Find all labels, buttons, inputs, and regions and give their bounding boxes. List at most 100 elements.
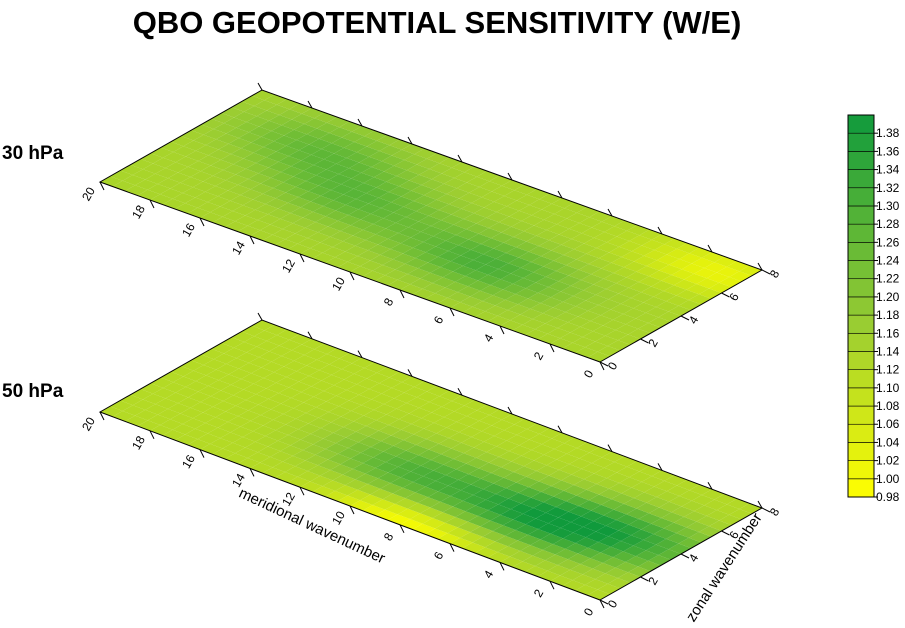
surface-cell (296, 134, 320, 145)
surface-cell (547, 565, 571, 576)
surface-cell (153, 157, 176, 168)
surface-cell (397, 508, 421, 520)
surface-cell (382, 259, 406, 270)
surface-cell (588, 305, 611, 316)
zonal-tick (761, 269, 771, 275)
surface-cell (572, 337, 596, 348)
surface-cell (507, 304, 531, 315)
surface-cell (278, 202, 301, 213)
surface-cell (498, 216, 522, 227)
zonal-tick (721, 292, 730, 298)
surface-cell (323, 432, 346, 444)
surface-cell (534, 219, 557, 230)
surface-cell (545, 317, 568, 328)
colorbar-tick-label: 1.28 (876, 217, 900, 231)
surface-cell (551, 480, 574, 491)
surface-cell (282, 455, 306, 467)
surface-cell (686, 521, 709, 533)
surface-cell (656, 301, 679, 312)
surface-cell (373, 218, 396, 229)
surface-cell (238, 362, 262, 374)
surface-cell (588, 542, 611, 553)
surface-cell (190, 171, 214, 182)
surface-cell (160, 419, 183, 430)
surface-cell (407, 268, 431, 279)
surface-cell (550, 527, 574, 539)
colorbar-tick-label: 1.16 (876, 326, 900, 340)
surface-cell (280, 213, 303, 224)
surface-cell (232, 205, 256, 216)
back-tick (507, 406, 513, 415)
surface-cell (435, 475, 459, 486)
surface-cell (363, 457, 386, 468)
surface-cell (288, 429, 311, 440)
surface-cell (586, 484, 609, 495)
surface-cell (309, 370, 332, 381)
surface-cell (603, 509, 627, 521)
colorbar-tick-label: 1.38 (876, 126, 900, 140)
colorbar-swatch (847, 478, 875, 498)
surface-cell (398, 227, 421, 238)
surface-cell (445, 469, 469, 480)
surface-cell (408, 455, 431, 466)
surface-cell (222, 442, 246, 454)
surface-cell (626, 271, 649, 282)
surface-cell (696, 515, 720, 527)
surface-cell (585, 341, 608, 352)
surface-cell (558, 511, 581, 523)
surface-cell (457, 286, 481, 297)
surface-cell (450, 255, 474, 266)
surface-cell (572, 574, 596, 585)
surface-cell (480, 520, 503, 532)
surface-cell (343, 188, 367, 199)
zonal-tick (599, 361, 609, 367)
surface-cell (350, 452, 374, 464)
surface-cell (621, 487, 645, 499)
surface-cell (348, 442, 371, 453)
surface-cell (430, 501, 453, 513)
surface-cell (233, 158, 256, 169)
zonal-tick (680, 315, 690, 321)
surface-cell (190, 402, 214, 413)
surface-cell (491, 232, 514, 243)
surface-cell (315, 449, 339, 460)
surface-cell (584, 237, 607, 248)
surface-cell (681, 263, 705, 274)
panel-label-30hpa: 30 hPa (2, 143, 64, 164)
surface-cell (167, 403, 191, 414)
meridional-tick-label: 4 (481, 331, 497, 344)
surface-cell (605, 330, 628, 341)
surface-cell (591, 268, 614, 279)
surface-cell (269, 345, 292, 357)
surface-cell (391, 382, 415, 393)
surface-cell (200, 396, 224, 407)
surface-cell (210, 159, 234, 170)
surface-cell (267, 440, 291, 452)
surface-cell (523, 272, 546, 283)
surface-cell (341, 178, 364, 189)
surface-cell (384, 398, 407, 409)
surface-cell (669, 496, 692, 507)
surface-cell (410, 231, 434, 242)
surface-cell (253, 425, 276, 436)
surface-cell (506, 247, 529, 258)
surface-cell (590, 552, 614, 563)
surface-cell (645, 544, 669, 556)
surface-cell (398, 180, 422, 191)
surface-cell (295, 181, 319, 192)
surface-cell (636, 502, 659, 514)
surface-cell (291, 113, 315, 124)
surface-cell (320, 422, 344, 433)
surface-cell (383, 445, 406, 457)
surface-cell (578, 264, 602, 275)
surface-cell (488, 269, 511, 280)
surface-cell (593, 515, 617, 526)
surface-cell (182, 418, 206, 429)
surface-cell (357, 484, 381, 495)
surface-cell (310, 195, 334, 206)
surface-cell (208, 380, 231, 391)
surface-cell (334, 147, 357, 158)
surface-cell (613, 267, 637, 278)
surface-cell (397, 274, 421, 285)
